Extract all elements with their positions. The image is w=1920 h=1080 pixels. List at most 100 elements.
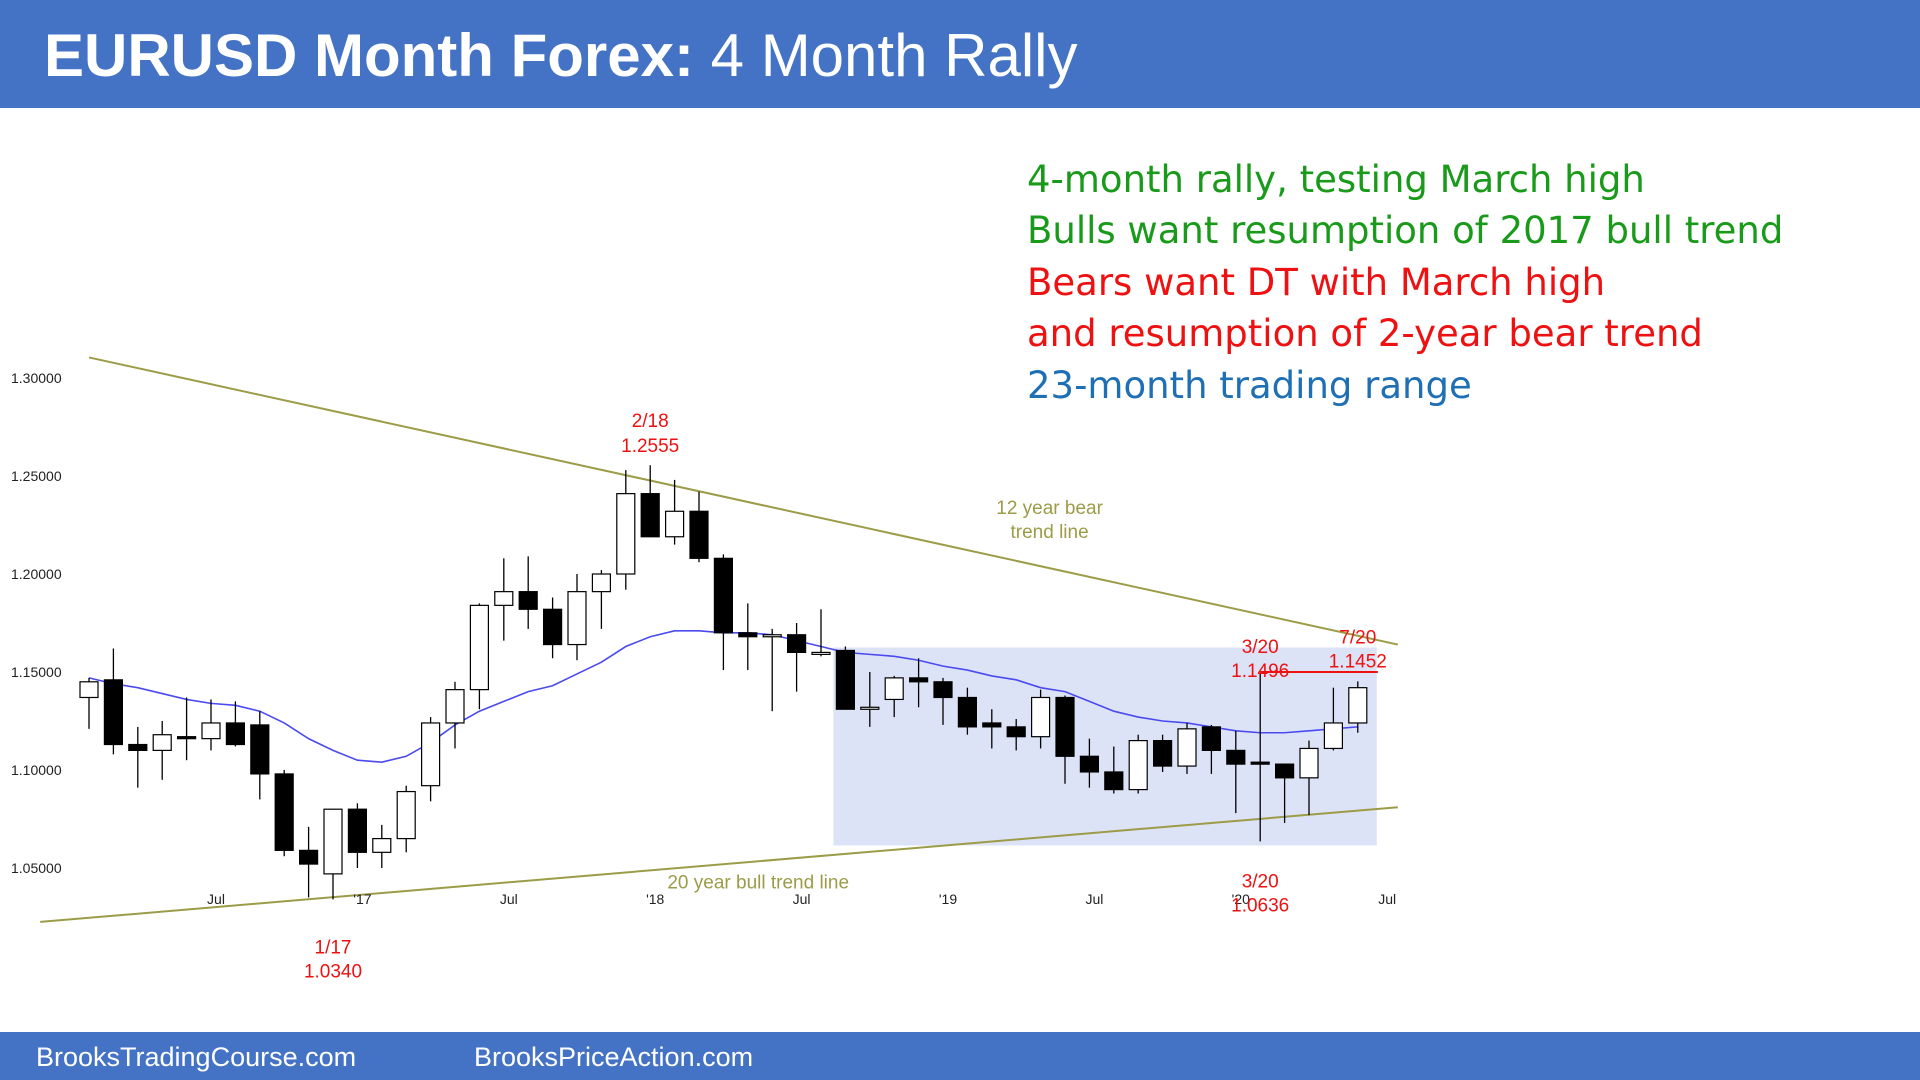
bull-candle (884, 677, 904, 701)
bear-candle (225, 722, 245, 746)
bull-candle (421, 722, 441, 787)
annotation-trading-range: 23-month trading range (1027, 364, 1472, 407)
bull-candle (860, 706, 880, 710)
title-bar: EURUSD Month Forex: 4 Month Rally (0, 0, 1920, 108)
bear-candle (786, 634, 807, 654)
bull-candle (567, 591, 587, 646)
bull-candle (152, 734, 172, 751)
bear-trend-line (88, 356, 1399, 646)
bear-trend-line-label: trend line (1011, 522, 1089, 543)
bear-candle (347, 808, 367, 853)
bull-candle (1030, 696, 1051, 738)
x-tick-label: '20 (1232, 891, 1250, 907)
bull-candle (1128, 739, 1148, 791)
bull-candle (664, 510, 685, 538)
bull-candle (445, 689, 465, 724)
bear-candle (1274, 763, 1295, 779)
y-tick-label: 1.30000 (11, 370, 62, 386)
y-tick-label: 1.10000 (11, 762, 62, 778)
bear-candle (542, 608, 563, 646)
axes-layer: 1.05000 1.10000 1.15000 1.20000 1.25000 1.300… (11, 370, 1396, 907)
point-label-date: 1/17 (315, 937, 352, 958)
bear-candle (1079, 755, 1100, 773)
bear-candle (518, 591, 538, 610)
bull-trend-line (40, 806, 1398, 923)
bear-candle (640, 493, 660, 538)
chart-title-main: EURUSD Month Forex: (44, 22, 694, 89)
point-label-date: 7/20 (1339, 627, 1376, 648)
bull-candle (396, 790, 416, 840)
bear-trend-line-label: 12 year bear (996, 498, 1103, 519)
bull-candle (1348, 687, 1368, 724)
point-label-value: 1.0340 (304, 961, 362, 982)
point-label-value: 1.2555 (621, 436, 679, 457)
bear-candle (1055, 696, 1075, 757)
bear-candle (689, 510, 709, 559)
bull-candle (494, 591, 514, 606)
bear-candle (713, 557, 734, 634)
bear-candle (1250, 761, 1270, 765)
chart-title: EURUSD Month Forex: 4 Month Rally (44, 20, 1077, 92)
candlestick-chart: 1.05000 1.10000 1.15000 1.20000 1.25000 1.300… (11, 356, 1399, 982)
y-tick-label: 1.05000 (11, 860, 62, 876)
bear-candle (908, 677, 929, 683)
y-tick-label: 1.25000 (11, 468, 62, 484)
x-tick-label: '18 (646, 891, 664, 907)
bull-candle (323, 808, 343, 875)
bear-candle (103, 679, 124, 746)
x-tick-label: '17 (353, 891, 371, 907)
labels-layer: 12 year bear trend line 20 year bull trend… (304, 411, 1387, 982)
x-tick-label: Jul (1378, 891, 1396, 907)
bear-candle (1226, 749, 1246, 765)
bull-candle (616, 493, 636, 575)
point-label-date: 2/18 (632, 411, 669, 432)
bull-candle (811, 651, 831, 656)
x-tick-label: Jul (1085, 891, 1103, 907)
x-tick-label: '19 (939, 891, 957, 907)
x-tick-label: Jul (793, 891, 811, 907)
annotation-bulls-want: Bulls want resumption of 2017 bull trend (1027, 209, 1784, 252)
bear-candle (1152, 739, 1173, 767)
bear-candle (933, 681, 953, 699)
bear-candle (1006, 726, 1026, 738)
bear-candle (982, 722, 1002, 728)
x-tick-label: Jul (500, 891, 518, 907)
bear-candle (1104, 771, 1124, 791)
candles-layer (79, 465, 1378, 900)
bear-candle (250, 724, 270, 775)
chart-title-sub: 4 Month Rally (693, 22, 1078, 89)
point-label-date: 3/20 (1242, 871, 1279, 892)
footer-brooks-price-action: BrooksPriceAction.com (474, 1042, 754, 1072)
point-label-value: 1.0636 (1231, 895, 1289, 916)
bear-candle (957, 696, 978, 728)
point-label-value: 1.1452 (1329, 651, 1387, 672)
footer-brooks-trading-course: BrooksTradingCourse.com (36, 1042, 357, 1072)
bull-candle (1299, 747, 1319, 779)
bear-candle (835, 649, 856, 710)
annotation-bears-want: Bears want DT with March high (1027, 261, 1606, 304)
bull-candle (201, 722, 221, 740)
bull-candle (762, 634, 782, 638)
y-tick-label: 1.20000 (11, 566, 62, 582)
bull-candle (372, 837, 392, 853)
footer-bar: BrooksTradingCourse.com BrooksPriceActio… (0, 1032, 1920, 1080)
point-label-value: 1.1496 (1231, 661, 1289, 682)
annotation-4-month-rally: 4-month rally, testing March high (1027, 158, 1645, 201)
bear-candle (738, 632, 758, 638)
bull-candle (79, 681, 99, 699)
bull-candle (591, 573, 612, 593)
bear-candle (1201, 726, 1222, 752)
annotation-bear-trend: and resumption of 2-year bear trend (1027, 312, 1703, 355)
bear-candle (274, 773, 294, 851)
trend-lines-layer (40, 356, 1399, 923)
point-label-date: 3/20 (1242, 637, 1279, 658)
bull-trend-line-label: 20 year bull trend line (667, 873, 849, 894)
x-tick-label: Jul (207, 891, 225, 907)
bear-candle (299, 849, 319, 865)
bull-candle (1177, 728, 1197, 767)
bear-candle (177, 736, 197, 740)
y-tick-label: 1.15000 (11, 664, 62, 680)
bear-candle (128, 743, 148, 752)
bull-candle (1323, 722, 1344, 750)
bull-candle (469, 604, 489, 691)
